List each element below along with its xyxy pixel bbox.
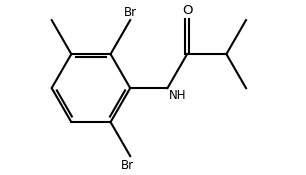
Text: NH: NH: [169, 89, 186, 102]
Text: Br: Br: [121, 159, 134, 172]
Text: O: O: [182, 4, 192, 17]
Text: Br: Br: [124, 6, 137, 19]
